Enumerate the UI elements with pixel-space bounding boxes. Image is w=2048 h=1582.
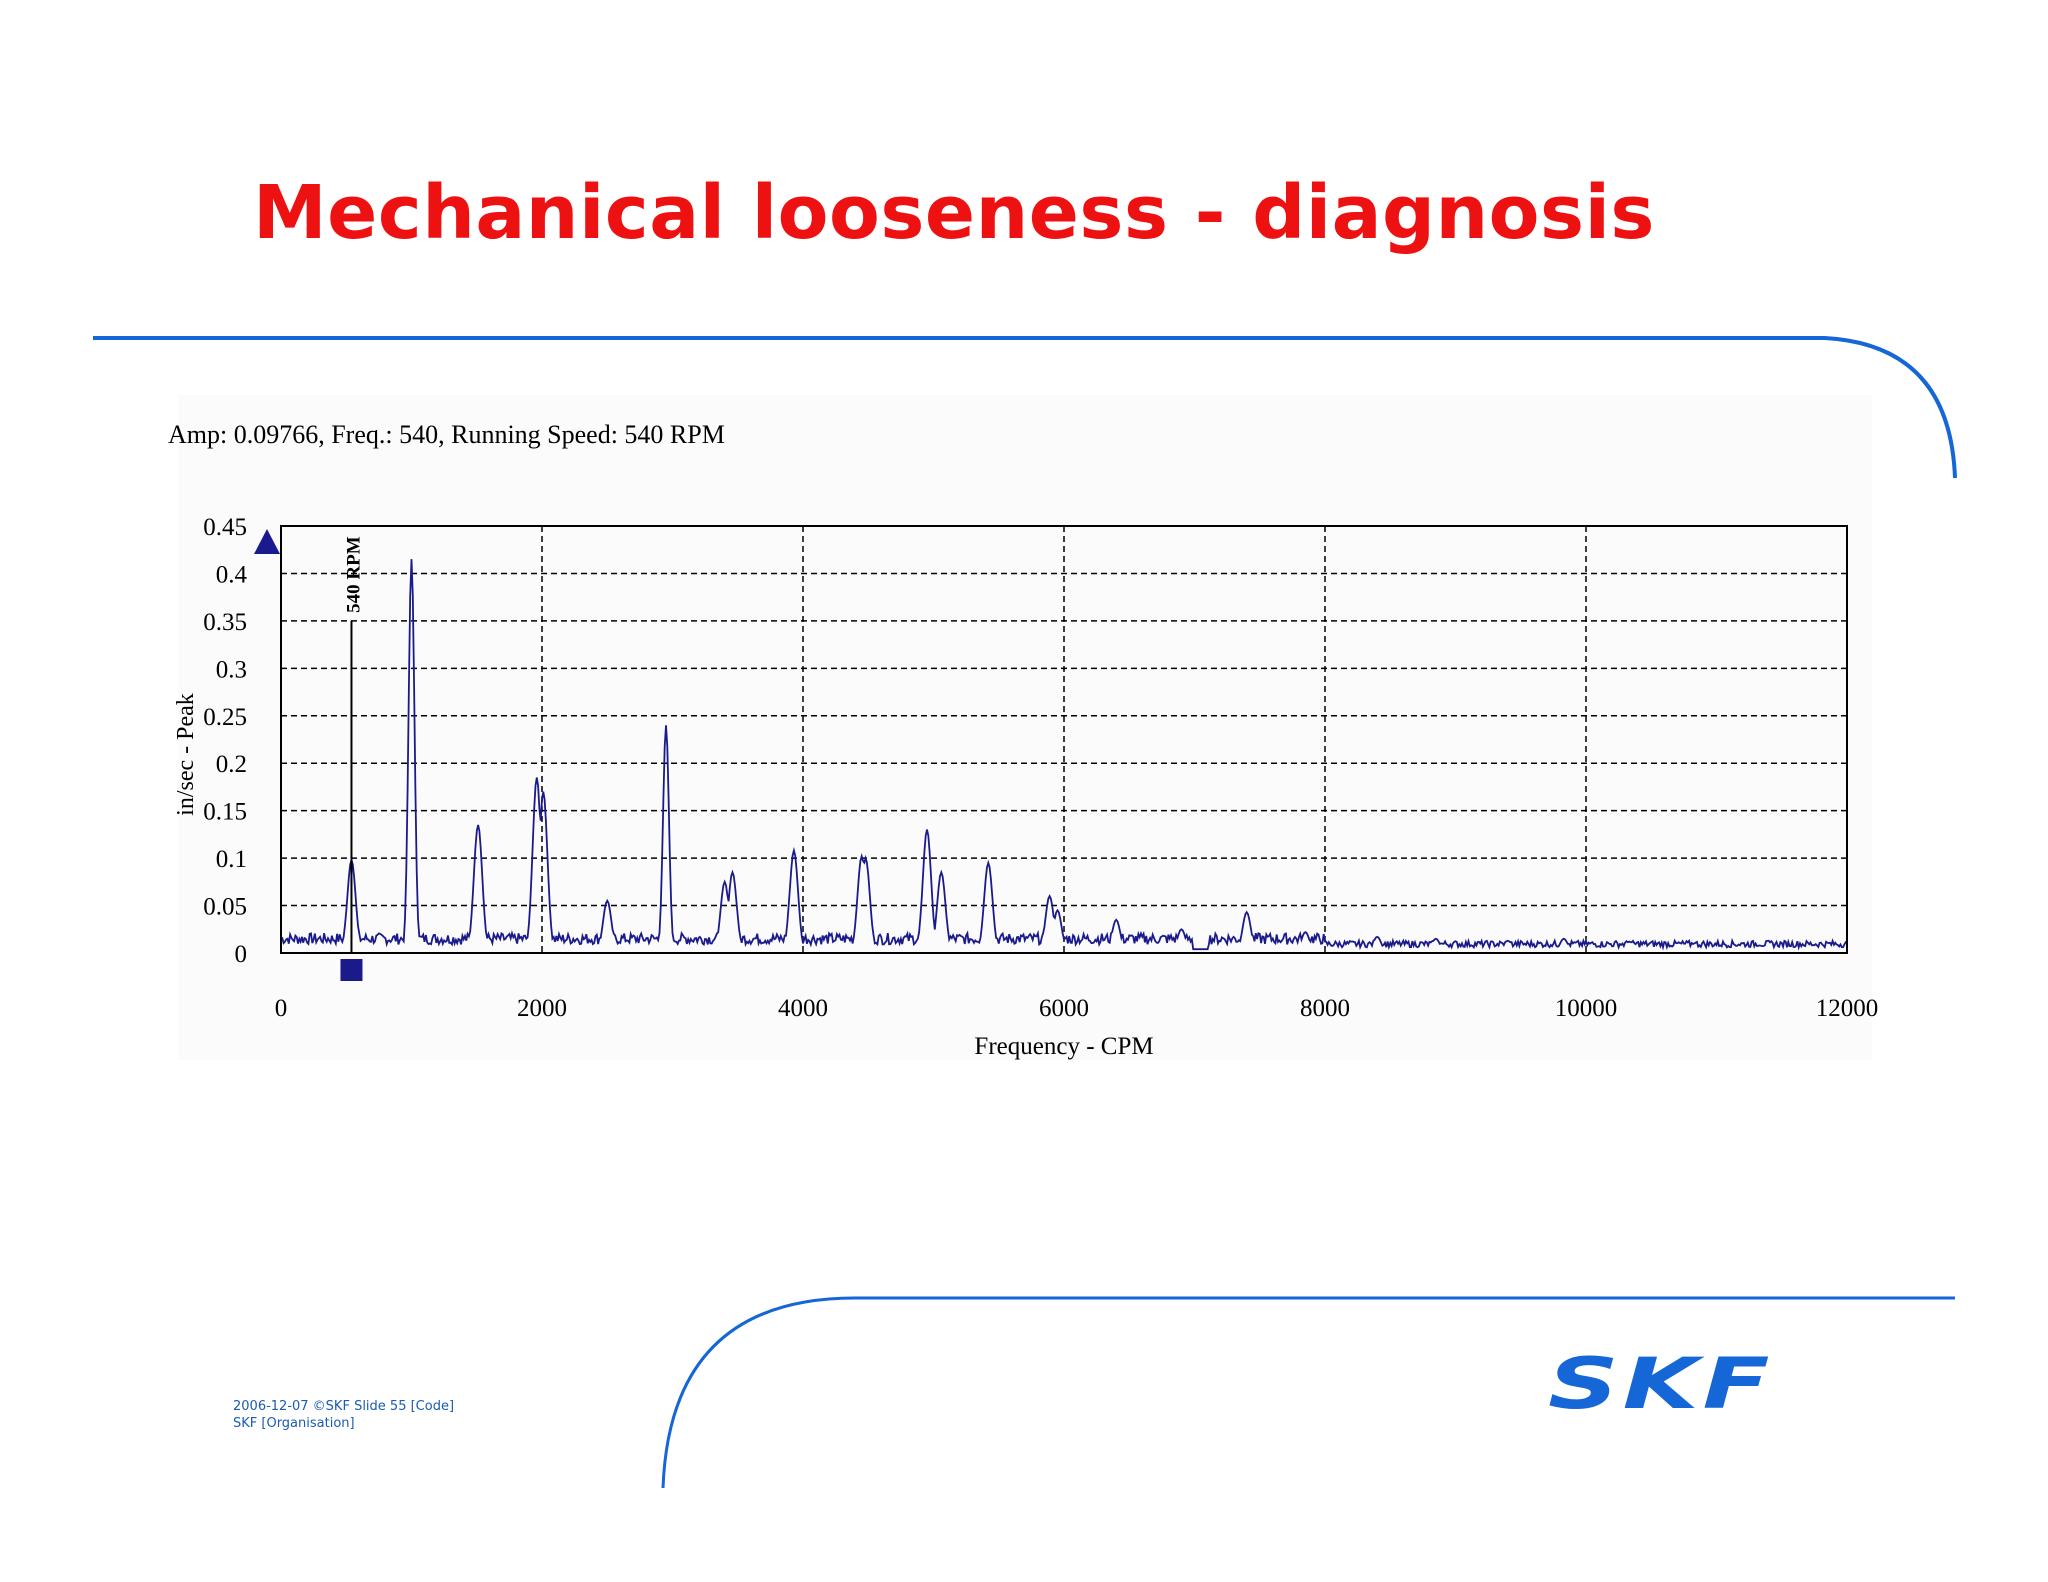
label-layer: 0 0.05 0.1 0.15 0.2 0.25 0.3 0.35 0.4 0.45 0 2000 40… [203,514,1878,1022]
x-tick-label: 0 [275,995,288,1022]
footer-org-line: SKF [Organisation] [233,1416,355,1431]
running-speed-marker-label: 540 RPM [343,536,364,613]
y-tick-label: 0.4 [216,561,248,588]
footer-date-line: 2006-12-07 ©SKF Slide 55 [Code] [233,1399,455,1414]
y-tick-label: 0.1 [216,846,247,873]
y-tick-label: 0.25 [203,704,247,731]
x-tick-label: 4000 [778,995,828,1022]
x-tick-label: 10000 [1555,995,1618,1022]
y-tick-label: 0 [235,941,248,968]
x-tick-label: 12000 [1816,995,1879,1022]
x-tick-label: 8000 [1300,995,1350,1022]
chart-panel [178,395,1872,1060]
plot-frame [280,525,1848,954]
trace-layer [280,559,1848,953]
y-tick-label: 0.45 [203,514,247,541]
skf-logo: SKF [1548,1342,1774,1426]
grid-layer [281,526,1847,953]
y-tick-label: 0.35 [203,609,247,636]
amplitude-scale-up-icon[interactable] [254,529,280,554]
spectrum-trace [280,559,1848,951]
y-tick-label: 0.05 [203,894,247,921]
y-axis-label: in/sec - Peak [173,693,199,816]
x-axis-label: Frequency - CPM [974,1033,1153,1060]
chart-header: Amp: 0.09766, Freq.: 540, Running Speed:… [168,420,725,449]
top-rule-line [93,336,1957,479]
bottom-rule-line [661,1296,1955,1489]
y-tick-label: 0.2 [216,751,247,778]
y-tick-label: 0.3 [216,656,247,683]
x-tick-label: 2000 [517,995,567,1022]
x-tick-label: 6000 [1039,995,1089,1022]
y-tick-label: 0.15 [203,799,247,826]
slide-title: Mechanical looseness - diagnosis [253,170,1655,256]
slide-footer: 2006-12-07 ©SKF Slide 55 [Code] SKF [Org… [233,1398,454,1432]
frequency-cursor-handle[interactable] [340,959,363,981]
